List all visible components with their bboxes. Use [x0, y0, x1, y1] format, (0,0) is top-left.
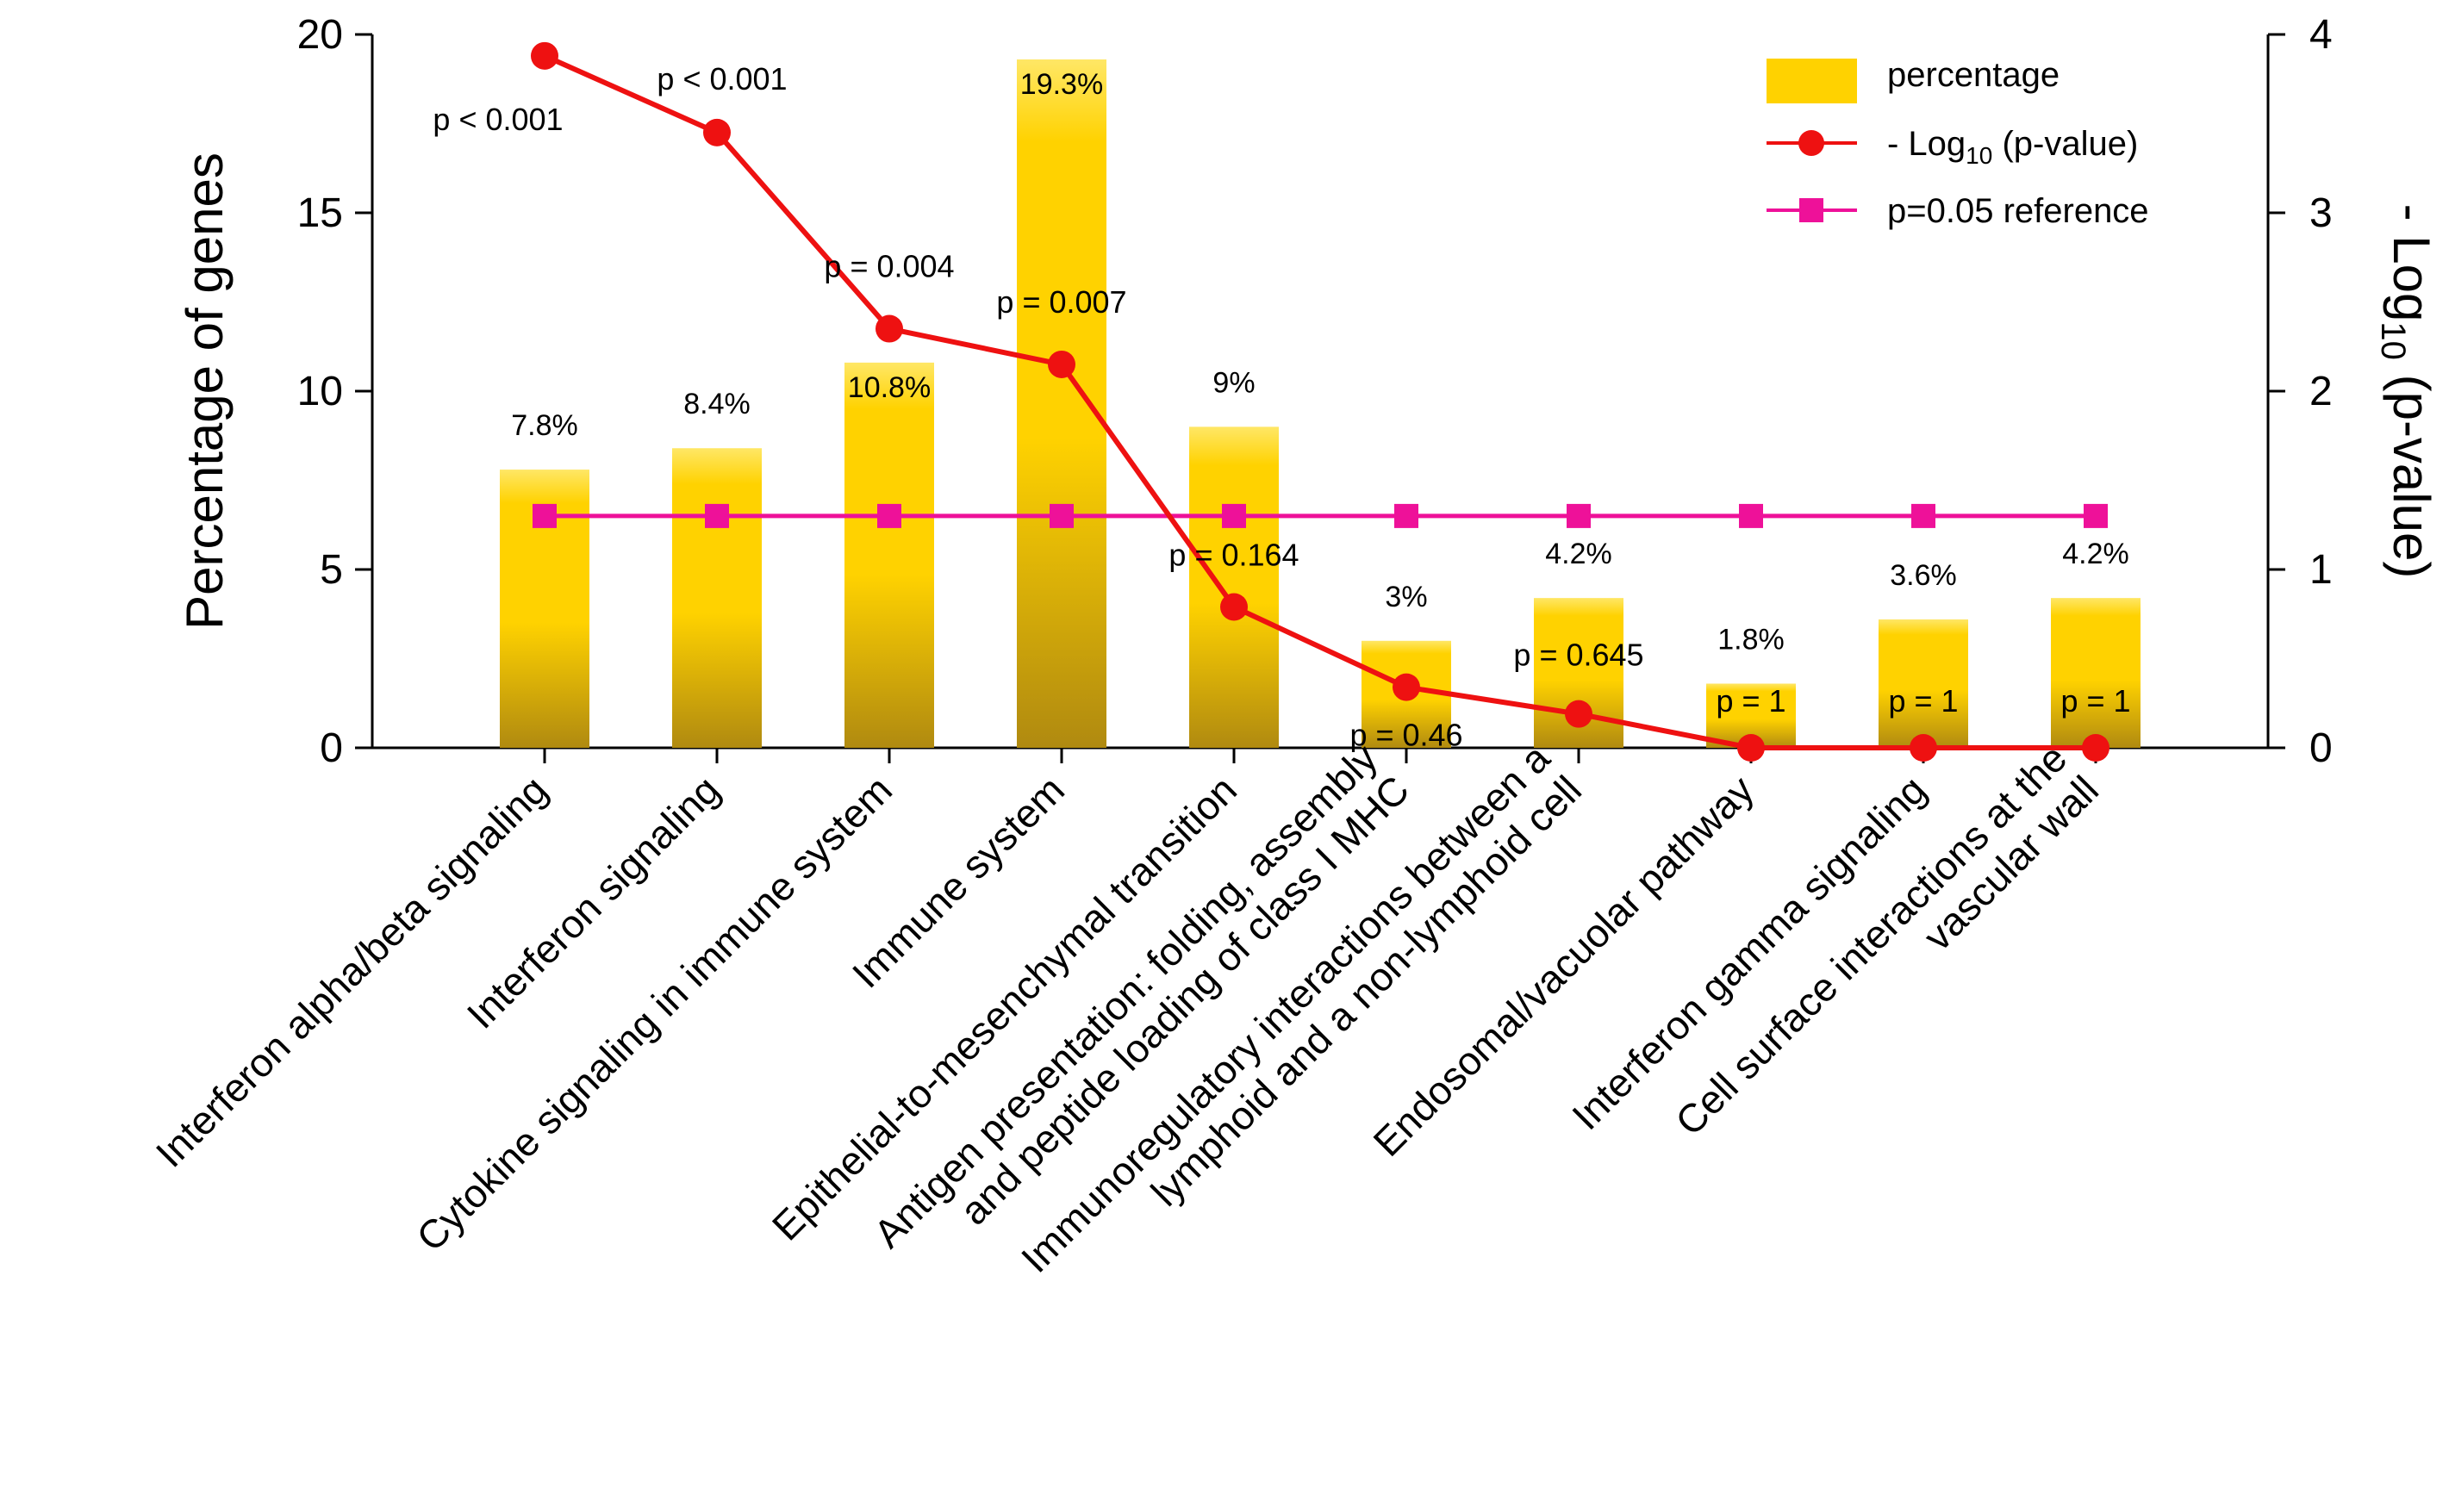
pvalue-label: p = 0.645	[1513, 638, 1643, 673]
reference-point	[1050, 503, 1074, 528]
pvalue-label: p = 1	[2060, 683, 2130, 719]
category-labels: Interferon alpha/beta signalingInterfero…	[147, 735, 2107, 1281]
bar-data-label: 19.3%	[1020, 68, 1103, 101]
y-right-tick-label: 0	[2309, 725, 2333, 771]
bar	[672, 448, 762, 748]
pvalue-label: p = 0.164	[1168, 537, 1299, 572]
pvalue-label: p = 0.004	[824, 249, 954, 284]
reference-point	[1394, 503, 1418, 528]
reference-point	[1911, 503, 1935, 528]
bar	[1017, 59, 1106, 749]
pvalue-point	[1393, 673, 1420, 701]
y-tick-label: 15	[297, 190, 343, 236]
bar-data-label: 3.6%	[1890, 559, 1957, 592]
bar-data-label: 3%	[1385, 581, 1427, 613]
pvalue-point	[876, 314, 903, 343]
legend-swatch-reference-marker	[1799, 198, 1823, 222]
bars	[500, 59, 2141, 749]
y-axis-right-title: - Log10 (p-value)	[2374, 204, 2440, 579]
pvalue-line-series	[531, 41, 2109, 762]
legend-label-reference: p=0.05 reference	[1887, 192, 2149, 230]
reference-point	[2084, 503, 2108, 528]
pvalue-point	[1220, 593, 1248, 621]
pvalue-point	[1910, 734, 1937, 762]
legend-label-pvalue: - Log10 (p-value)	[1887, 125, 2138, 169]
reference-point	[705, 503, 729, 528]
bar-data-label: 4.2%	[2062, 538, 2129, 570]
reference-point	[1222, 503, 1246, 528]
y-right-tick-label: 3	[2309, 190, 2333, 236]
pvalue-label: p < 0.001	[657, 61, 787, 96]
reference-point	[877, 503, 901, 528]
pvalue-point	[1048, 350, 1075, 378]
reference-point	[1739, 503, 1763, 528]
bar-labels: 7.8% 8.4% 10.8% 19.3% 9% 3% 4.2% 1.8% 3.6% 4.2%	[511, 68, 2129, 656]
y-tick-label: 0	[320, 725, 343, 771]
bar	[1189, 426, 1279, 748]
y-tick-label: 5	[320, 547, 343, 593]
reference-point	[1567, 503, 1591, 528]
pvalue-label: p = 0.46	[1349, 718, 1462, 753]
y-right-tick-label: 2	[2309, 369, 2333, 414]
bar-data-label: 7.8%	[511, 409, 578, 442]
legend: percentage - Log10 (p-value) p=0.05 refe…	[1767, 56, 2149, 230]
pvalue-label: p = 1	[1716, 683, 1785, 719]
y-axis-title: Percentage of genes	[176, 152, 234, 630]
pvalue-label: p = 1	[1888, 683, 1958, 719]
y-right-tick-label: 1	[2309, 547, 2333, 593]
y-tick-label: 20	[297, 12, 343, 58]
bar-data-label: 8.4%	[683, 388, 751, 420]
pvalue-labels: p < 0.001 p < 0.001 p = 0.004 p = 0.007 p = …	[433, 61, 2130, 753]
pvalue-line	[543, 53, 2096, 750]
bar-data-label: 4.2%	[1545, 538, 1612, 570]
y-tick-label: 10	[297, 369, 343, 414]
pvalue-point	[703, 118, 731, 146]
pvalue-point	[531, 41, 558, 70]
pvalue-label: p = 0.007	[996, 284, 1126, 320]
bar-data-label: 10.8%	[848, 371, 931, 404]
legend-label-percentage: percentage	[1887, 56, 2060, 94]
pvalue-point	[2082, 734, 2109, 762]
pvalue-point	[1565, 700, 1592, 728]
bar	[2051, 598, 2141, 748]
reference-line-series	[533, 503, 2108, 528]
bar	[1879, 619, 1968, 748]
legend-swatch-pvalue-marker	[1798, 130, 1824, 156]
pvalue-point	[1737, 734, 1765, 762]
legend-swatch-percentage	[1767, 59, 1857, 103]
right-ticks: 0 1 2 3 4	[2268, 12, 2333, 771]
reference-point	[533, 503, 557, 528]
bar-data-label: 9%	[1212, 366, 1255, 399]
bar-data-label: 1.8%	[1717, 623, 1785, 656]
left-ticks: 0 5 10 15 20	[297, 12, 372, 771]
y-right-tick-label: 4	[2309, 12, 2333, 58]
pvalue-label: p < 0.001	[433, 102, 563, 137]
bar	[844, 362, 934, 748]
